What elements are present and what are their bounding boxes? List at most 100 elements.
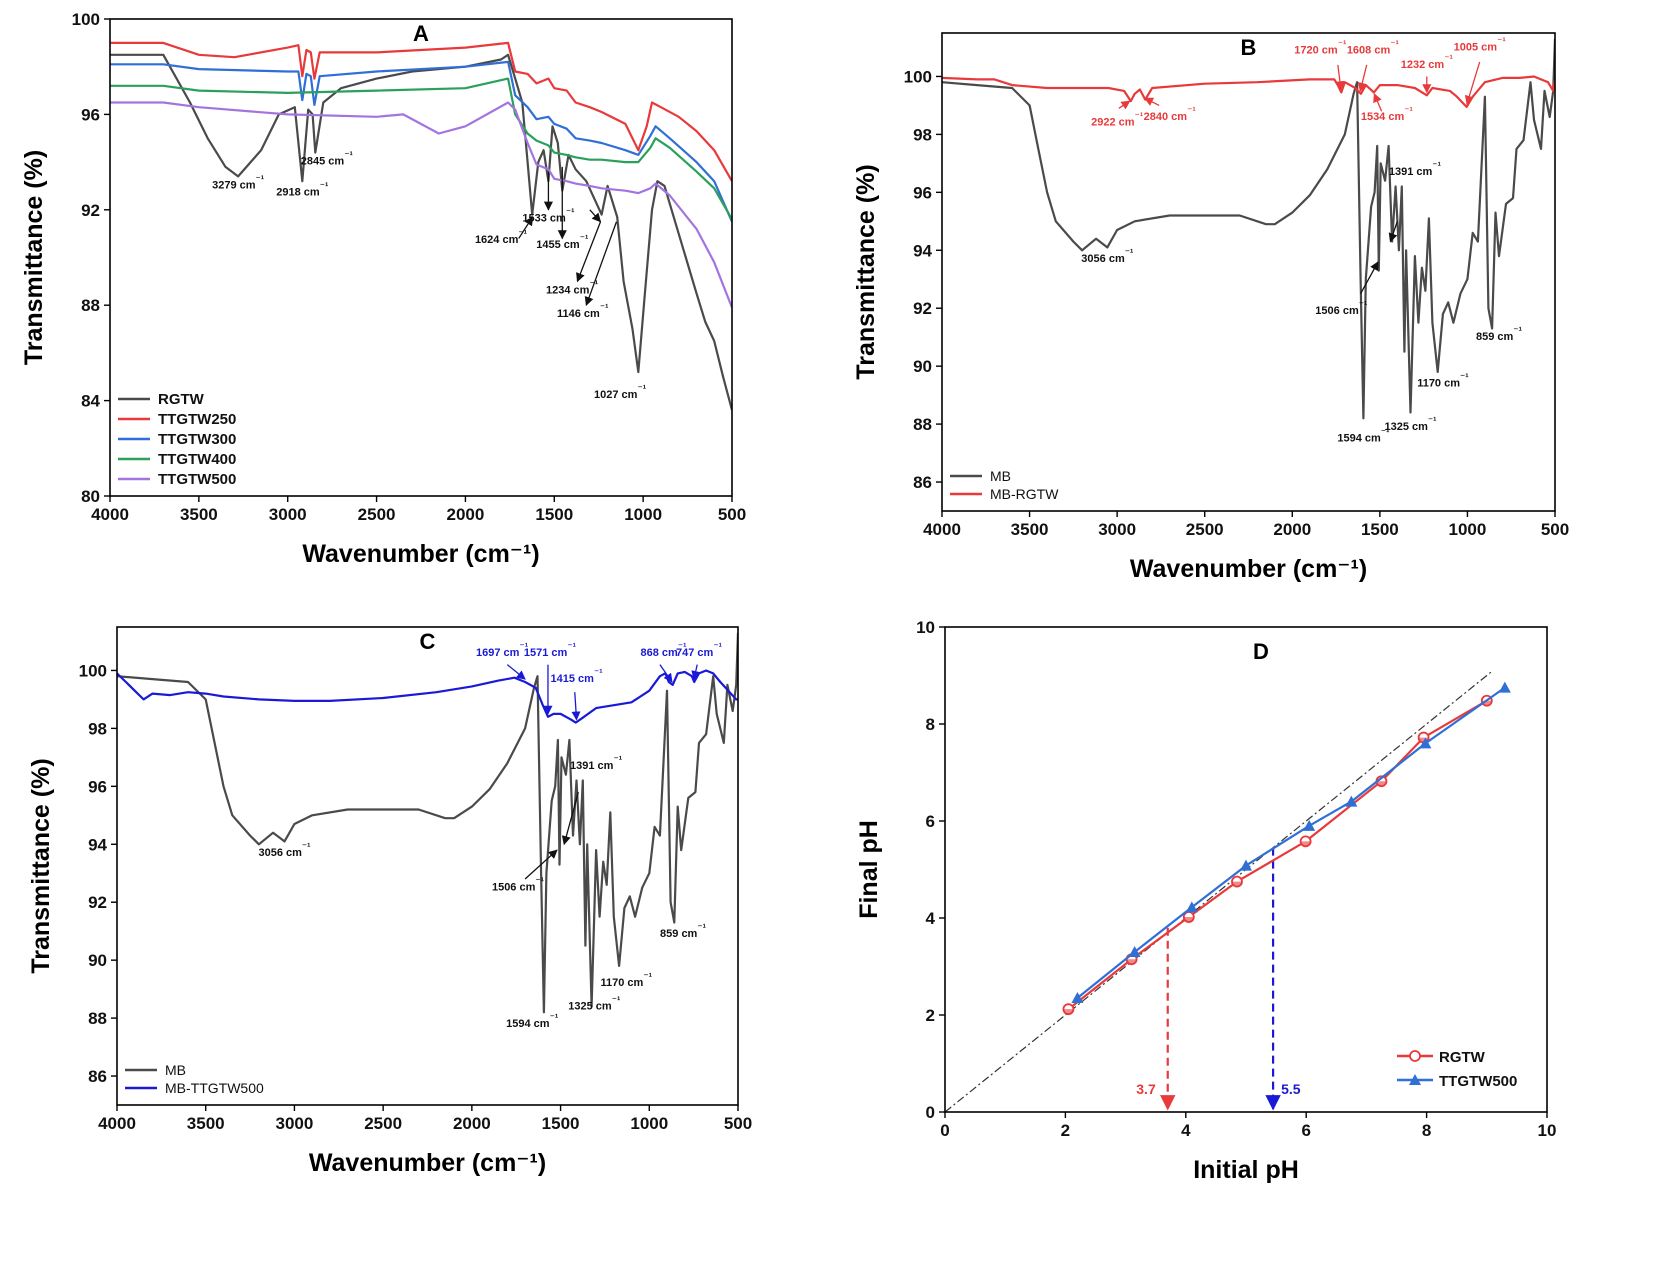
x-tick-label: 4 <box>1181 1121 1191 1140</box>
annotation-value: 1232 cm <box>1401 59 1445 71</box>
panel-letter: D <box>1253 639 1269 664</box>
y-tick-label: 80 <box>81 487 100 506</box>
annotation-value: 1506 cm <box>492 882 536 894</box>
annotation-value: 1170 cm <box>601 977 644 989</box>
data-point <box>1303 819 1316 831</box>
annotation-value: 1005 cm <box>1454 41 1498 53</box>
annotation-value: 1594 cm <box>1337 432 1381 444</box>
annotation-value: 2845 cm <box>301 155 345 167</box>
peak-annotation: 1325 cm⁻¹ <box>568 995 621 1012</box>
y-tick-label: 2 <box>926 1006 935 1025</box>
annotation-arrow <box>1357 64 1368 92</box>
annotation-arrow <box>1335 64 1345 91</box>
x-tick-label: 4000 <box>923 520 961 539</box>
series-line-ttgtw300 <box>110 60 732 223</box>
annotation-exponent: ⁻¹ <box>1428 416 1437 427</box>
annotation-arrow <box>1144 97 1160 107</box>
annotation-exponent: ⁻¹ <box>535 877 544 888</box>
panel-b: 4000 3500 3000 2500 2000 1500 1000 500 86 88 90 92 9… <box>852 32 1569 583</box>
peak-annotation: 1027 cm⁻¹ <box>594 384 647 401</box>
legend-label: TTGTW250 <box>158 411 236 428</box>
data-point-fill <box>1183 917 1194 923</box>
data-point <box>1419 737 1432 749</box>
pzc-label: 5.5 <box>1281 1081 1301 1097</box>
peak-annotation: 1234 cm⁻¹ <box>546 279 599 296</box>
annotation-value: 1720 cm <box>1294 44 1338 56</box>
annotation-exponent: ⁻¹ <box>1135 112 1144 123</box>
y-tick-label: 98 <box>913 125 932 144</box>
annotation-value: 1027 cm <box>594 389 638 401</box>
x-tick-label: 500 <box>724 1114 752 1133</box>
annotation-exponent: ⁻¹ <box>566 208 575 219</box>
legend-label: MB-TTGTW500 <box>165 1080 264 1096</box>
series-line-mb-ttgtw500 <box>117 669 738 724</box>
data-point <box>1071 992 1084 1004</box>
annotation-exponent: ⁻¹ <box>1187 106 1196 117</box>
peak-annotation: 1506 cm⁻¹ <box>492 877 545 894</box>
peak-annotation: 1170 cm⁻¹ <box>601 972 653 989</box>
legend-label: RGTW <box>1439 1049 1486 1066</box>
x-tick-label: 10 <box>1538 1121 1557 1140</box>
annotation-exponent: ⁻¹ <box>678 642 687 653</box>
peak-annotation: 1594 cm⁻¹ <box>506 1013 559 1030</box>
annotation-exponent: ⁻¹ <box>1381 427 1390 438</box>
peak-annotation: 747 cm⁻¹ <box>676 642 723 659</box>
panel-letter: A <box>413 21 429 46</box>
y-tick-label: 0 <box>926 1103 935 1122</box>
y-tick-label: 86 <box>88 1067 107 1086</box>
annotation-value: 859 cm <box>660 928 698 940</box>
x-tick-label: 500 <box>718 505 746 524</box>
x-tick-label: 3500 <box>1011 520 1049 539</box>
y-tick-label: 88 <box>81 296 100 315</box>
annotation-arrow <box>589 209 602 223</box>
annotation-value: 2922 cm <box>1091 117 1135 129</box>
annotation-exponent: ⁻¹ <box>256 174 265 185</box>
reference-line <box>944 670 1494 1113</box>
annotation-exponent: ⁻¹ <box>697 923 706 934</box>
annotation-exponent: ⁻¹ <box>1444 54 1453 65</box>
annotation-value: 2918 cm <box>276 186 320 198</box>
peak-annotation: 1232 cm⁻¹ <box>1401 54 1454 71</box>
x-tick-label: 1500 <box>535 505 573 524</box>
y-tick-label: 4 <box>926 909 936 928</box>
annotation-value: 3279 cm <box>212 179 256 191</box>
peak-annotation: 2922 cm⁻¹ <box>1091 112 1144 129</box>
y-tick-label: 92 <box>913 299 932 318</box>
peak-annotation: 868 cm⁻¹ <box>641 642 688 659</box>
annotation-exponent: ⁻¹ <box>302 842 311 853</box>
y-tick-label: 84 <box>81 392 100 411</box>
plot-frame <box>116 626 739 1106</box>
annotation-arrow <box>1373 92 1383 112</box>
annotation-value: 1608 cm <box>1347 44 1391 56</box>
peak-annotation: 1170 cm⁻¹ <box>1417 372 1469 389</box>
annotation-arrow <box>561 791 579 846</box>
x-tick-label: 4000 <box>91 505 129 524</box>
x-tick-label: 2500 <box>358 505 396 524</box>
peak-annotation: 1624 cm⁻¹ <box>475 229 528 246</box>
annotation-exponent: ⁻¹ <box>612 995 621 1006</box>
x-tick-label: 0 <box>940 1121 949 1140</box>
panel-letter: C <box>420 629 436 654</box>
annotation-value: 1391 cm <box>1389 166 1433 178</box>
data-point-fill <box>1231 881 1242 887</box>
y-tick-label: 88 <box>88 1009 107 1028</box>
annotation-value: 1533 cm <box>522 213 566 225</box>
x-tick-label: 2 <box>1061 1121 1070 1140</box>
series-line-rgtw <box>1067 699 1488 1011</box>
series-line-ttgtw500 <box>110 101 732 309</box>
x-tick-label: 2000 <box>453 1114 491 1133</box>
annotation-exponent: ⁻¹ <box>1513 326 1522 337</box>
annotation-exponent: ⁻¹ <box>613 755 622 766</box>
data-point <box>1240 859 1252 871</box>
peak-annotation: 2918 cm⁻¹ <box>276 181 329 198</box>
annotation-exponent: ⁻¹ <box>567 642 576 653</box>
peak-annotation: 3056 cm⁻¹ <box>258 842 311 859</box>
peak-annotation: 3056 cm⁻¹ <box>1081 248 1134 265</box>
peak-annotation: 1506 cm⁻¹ <box>1315 300 1368 317</box>
annotation-arrow <box>518 216 534 239</box>
peak-annotation: 1720 cm⁻¹ <box>1294 39 1347 56</box>
data-point <box>1185 901 1198 913</box>
annotation-exponent: ⁻¹ <box>1460 372 1469 383</box>
legend-label: TTGTW500 <box>158 471 236 488</box>
annotation-arrow <box>1388 221 1398 243</box>
